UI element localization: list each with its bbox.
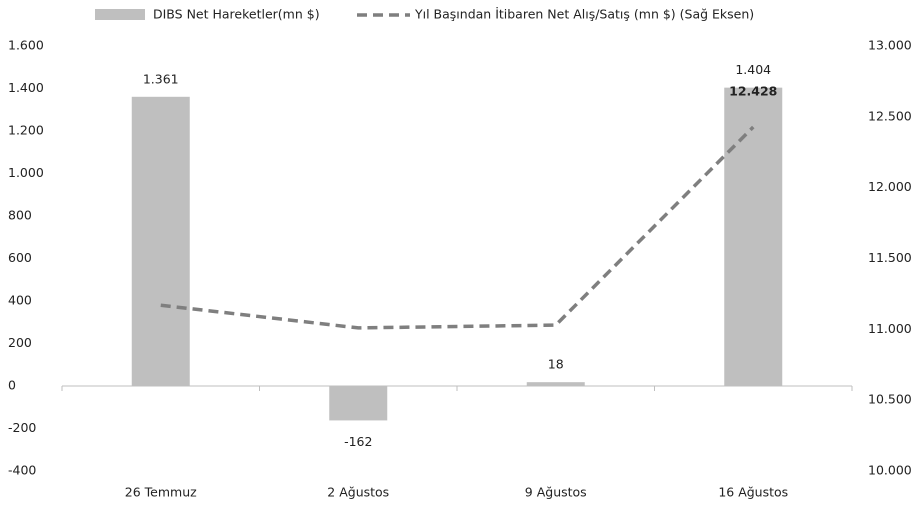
y-tick-label: 600 (8, 250, 32, 265)
y2-tick-label: 13.000 (868, 38, 912, 53)
y-tick-label: 1.000 (8, 165, 44, 180)
legend-label: DIBS Net Hareketler(mn $) (153, 7, 320, 22)
legend-label: Yıl Başından İtibaren Net Alış/Satış (mn… (414, 7, 754, 22)
legend-swatch (95, 9, 145, 20)
x-tick-label: 9 Ağustos (525, 485, 587, 500)
y-tick-label: -200 (8, 420, 36, 435)
y-tick-label: 0 (8, 378, 16, 393)
y2-tick-label: 11.500 (868, 250, 912, 265)
bar-value-label: 1.361 (143, 71, 179, 86)
y2-tick-label: 10.000 (868, 463, 912, 478)
line-value-label: 12.428 (729, 84, 777, 99)
bar-value-label: -162 (344, 434, 372, 449)
y-tick-label: 800 (8, 208, 32, 223)
y-tick-label: 200 (8, 335, 32, 350)
y-tick-label: 1.600 (8, 38, 44, 53)
bar (724, 87, 783, 387)
y-tick-label: 1.200 (8, 123, 44, 138)
bar (329, 386, 388, 421)
bar (526, 382, 585, 386)
y2-tick-label: 12.000 (868, 179, 912, 194)
y-tick-label: -400 (8, 463, 36, 478)
x-tick-label: 2 Ağustos (327, 485, 389, 500)
y-tick-label: 1.400 (8, 80, 44, 95)
line (160, 125, 755, 330)
bar-value-label: 1.404 (735, 62, 771, 77)
y2-tick-label: 10.500 (868, 392, 912, 407)
y2-tick-label: 12.500 (868, 108, 912, 123)
x-tick-label: 26 Temmuz (125, 485, 197, 500)
x-tick-label: 16 Ağustos (718, 485, 788, 500)
bar (131, 96, 190, 386)
y2-tick-label: 11.000 (868, 321, 912, 336)
y-tick-label: 400 (8, 293, 32, 308)
bar-value-label: 18 (548, 357, 564, 372)
